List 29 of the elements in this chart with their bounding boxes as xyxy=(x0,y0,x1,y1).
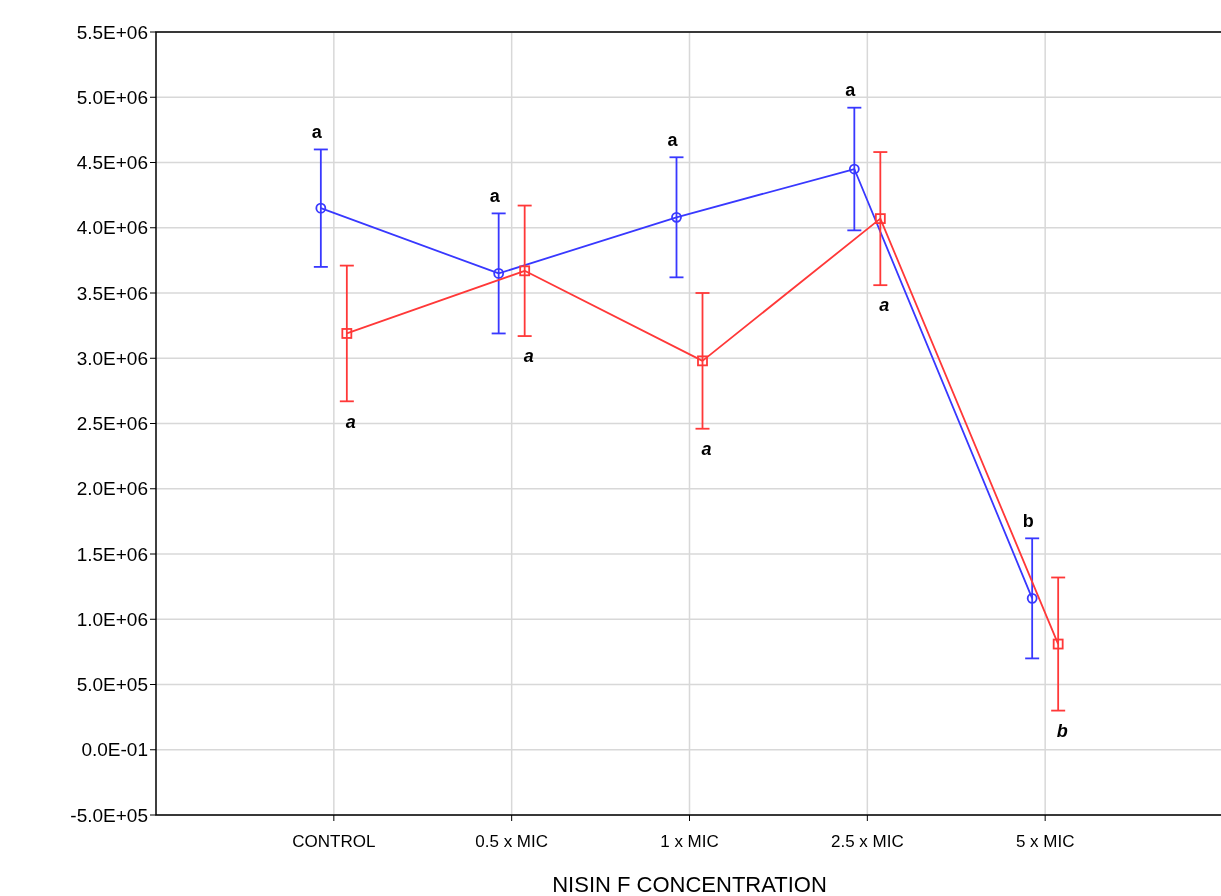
y-tick-label: 5.0E+05 xyxy=(76,674,148,696)
annotation: a xyxy=(311,121,323,142)
y-tick-label: 4.0E+06 xyxy=(76,217,148,239)
y-tick-label: 1.5E+06 xyxy=(76,543,148,565)
x-axis-title: NISIN F CONCENTRATION xyxy=(552,872,827,896)
y-tick-label: -5.0E+05 xyxy=(70,804,148,826)
annotation: a xyxy=(489,185,501,206)
y-tick-label: 1.0E+06 xyxy=(76,608,148,630)
y-tick-label: 2.0E+06 xyxy=(76,478,148,500)
annotation: a xyxy=(701,439,712,460)
annotation: b xyxy=(1056,720,1068,741)
annotation: a xyxy=(345,411,356,432)
y-tick-label: 3.5E+06 xyxy=(76,282,148,304)
annotation: b xyxy=(1022,510,1034,531)
annotation: a xyxy=(845,79,857,100)
x-tick-label: 0.5 x MIC xyxy=(475,832,549,851)
x-tick-label: 2.5 x MIC xyxy=(830,832,904,851)
x-tick-label: CONTROL xyxy=(292,832,376,851)
y-tick-label: 2.5E+06 xyxy=(76,413,148,435)
y-tick-label: 3.0E+06 xyxy=(76,347,148,369)
x-tick-label: 1 x MIC xyxy=(660,832,719,851)
annotation: a xyxy=(879,295,890,316)
x-tick-label: 5 x MIC xyxy=(1015,832,1075,851)
y-tick-label: 5.5E+06 xyxy=(76,21,148,43)
y-tick-label: 4.5E+06 xyxy=(76,152,148,174)
annotation: a xyxy=(523,346,534,367)
y-tick-label: 5.0E+06 xyxy=(76,86,148,108)
y-tick-label: 0.0E-01 xyxy=(81,739,148,761)
annotation: a xyxy=(667,129,679,150)
